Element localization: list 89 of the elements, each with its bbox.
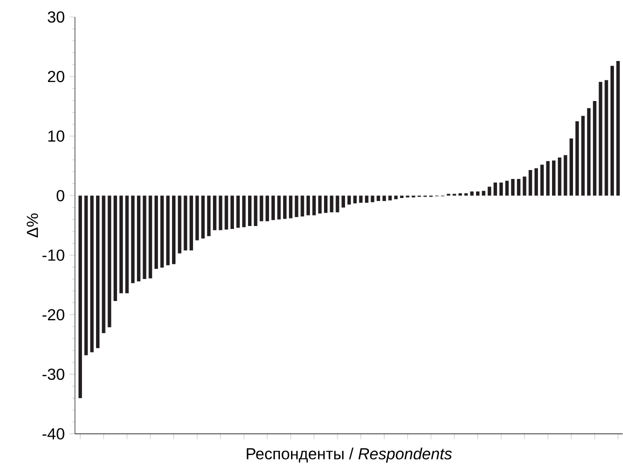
bar: [294, 196, 298, 218]
bar: [178, 196, 182, 254]
bar: [604, 80, 608, 196]
bar: [400, 196, 404, 198]
bar: [96, 196, 100, 348]
y-tick-label: 30: [48, 11, 64, 23]
bar: [224, 196, 228, 230]
bar: [464, 193, 468, 196]
bar: [300, 196, 304, 217]
bar: [540, 164, 544, 196]
y-tick-label: -20: [42, 309, 64, 320]
bar: [552, 160, 556, 196]
bar: [212, 196, 216, 230]
bar: [260, 196, 264, 222]
bar: [172, 196, 176, 264]
bar: [353, 196, 357, 204]
bar: [564, 155, 568, 196]
bar: [306, 196, 310, 216]
bar: [598, 82, 602, 196]
bar: [570, 138, 574, 196]
bar: [102, 196, 106, 334]
bar: [207, 196, 211, 236]
bar: [154, 196, 158, 269]
bar: [476, 192, 480, 196]
y-tick-label: 20: [48, 70, 64, 82]
bar: [482, 190, 486, 196]
bar: [534, 168, 538, 196]
bar: [587, 108, 591, 196]
bar: [236, 196, 240, 228]
bar: [184, 196, 188, 251]
bar: [330, 196, 334, 212]
bar: [136, 196, 140, 282]
bar: [336, 196, 340, 212]
y-tick-label: 0: [56, 190, 64, 202]
bar: [283, 196, 287, 219]
bar: [370, 196, 374, 202]
x-axis-title: Респонденты / Respondents: [246, 448, 452, 463]
bar: [522, 176, 526, 196]
bar: [394, 196, 398, 200]
bar: [119, 196, 123, 294]
y-tick-label: -40: [42, 428, 64, 440]
bar: [248, 196, 252, 226]
bar: [190, 196, 194, 251]
bar: [242, 196, 246, 228]
bar: [84, 196, 88, 356]
bar: [364, 196, 368, 203]
bar: [470, 192, 474, 196]
y-tick-label: -10: [42, 250, 64, 261]
bar: [575, 121, 579, 196]
bar: [230, 196, 234, 230]
bar: [254, 196, 258, 226]
bar: [546, 161, 550, 196]
bar: [131, 196, 135, 284]
bar: [266, 196, 270, 222]
bar: [458, 193, 462, 196]
bar: [488, 186, 492, 196]
bar: [78, 196, 82, 398]
bar: [382, 196, 386, 202]
bar: [166, 196, 170, 266]
bar: [90, 196, 94, 352]
bar: [288, 196, 292, 218]
bar: [592, 101, 596, 196]
bar: [142, 196, 146, 280]
bar: [376, 196, 380, 202]
bar: [499, 182, 503, 196]
bar: [359, 196, 363, 203]
bar: [195, 196, 199, 240]
bar: [342, 196, 346, 208]
bar: [324, 196, 328, 213]
bar: [160, 196, 164, 268]
bar: [528, 170, 532, 196]
bar: [218, 196, 222, 230]
bar: [148, 196, 152, 278]
bar: [347, 196, 351, 205]
bar: [388, 196, 392, 200]
y-axis-title: Δ%: [26, 214, 38, 238]
bar: [511, 179, 515, 196]
y-tick-label: -30: [42, 368, 64, 380]
bar: [318, 196, 322, 214]
bar: [616, 61, 620, 196]
bar: [516, 179, 520, 196]
bar: [494, 182, 498, 196]
bar: [312, 196, 316, 216]
bar: [610, 66, 614, 196]
bar: [114, 196, 118, 302]
bar: [271, 196, 275, 220]
y-tick-label: 10: [48, 130, 64, 142]
bar: [108, 196, 112, 328]
bar: [558, 158, 562, 196]
